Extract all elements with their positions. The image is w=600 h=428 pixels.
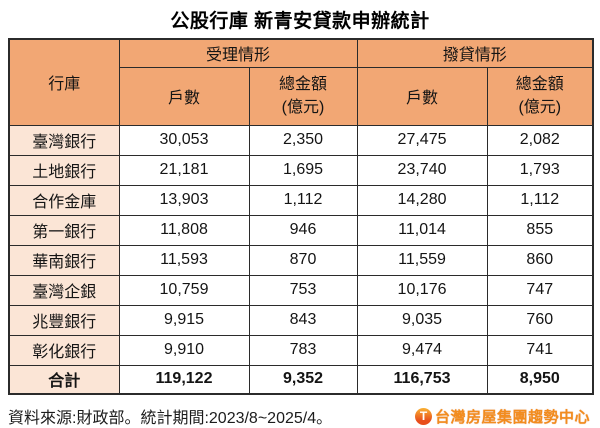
table-body: 臺灣銀行 30,053 2,350 27,475 2,082 土地銀行 21,181 1,69… xyxy=(8,124,594,395)
brand-logo: T 台灣房屋集團趨勢中心 xyxy=(414,406,590,427)
bank-name-cell: 第一銀行 xyxy=(8,214,120,246)
table-row: 合作金庫 13,903 1,112 14,280 1,112 xyxy=(8,184,594,216)
value-cell: 783 xyxy=(248,334,358,366)
value-cell: 10,176 xyxy=(356,274,488,306)
value-cell: 8,950 xyxy=(486,364,594,395)
value-cell: 1,112 xyxy=(486,184,594,216)
bank-name-cell: 土地銀行 xyxy=(8,154,120,186)
value-cell: 11,593 xyxy=(118,244,250,276)
bank-name-cell: 合作金庫 xyxy=(8,184,120,216)
bank-name-cell: 臺灣企銀 xyxy=(8,274,120,306)
value-cell: 747 xyxy=(486,274,594,306)
value-cell: 14,280 xyxy=(356,184,488,216)
loan-stats-table: 行庫 受理情形 撥貸情形 戶數 總金額 (億元) 戶數 總金額 (億元) 臺灣銀… xyxy=(8,38,595,395)
value-cell: 11,014 xyxy=(356,214,488,246)
table-row: 土地銀行 21,181 1,695 23,740 1,793 xyxy=(8,154,594,186)
value-cell: 11,808 xyxy=(118,214,250,246)
bank-name-cell: 臺灣銀行 xyxy=(8,124,120,156)
value-cell: 2,082 xyxy=(486,124,594,156)
bank-name-cell: 華南銀行 xyxy=(8,244,120,276)
table-row: 彰化銀行 9,910 783 9,474 741 xyxy=(8,334,594,366)
bank-name-cell: 兆豐銀行 xyxy=(8,304,120,336)
value-cell: 21,181 xyxy=(118,154,250,186)
value-cell: 13,903 xyxy=(118,184,250,216)
col-header-disbursed-households: 戶數 xyxy=(356,66,488,126)
value-cell: 27,475 xyxy=(356,124,488,156)
group-header-row: 行庫 受理情形 撥貸情形 xyxy=(8,38,594,126)
total-row: 合計 119,122 9,352 116,753 8,950 xyxy=(8,364,594,395)
value-cell: 11,559 xyxy=(356,244,488,276)
table-row: 華南銀行 11,593 870 11,559 860 xyxy=(8,244,594,276)
value-cell: 860 xyxy=(486,244,594,276)
value-cell: 9,474 xyxy=(356,334,488,366)
col-header-bank: 行庫 xyxy=(8,38,120,126)
value-cell: 30,053 xyxy=(118,124,250,156)
col-header-disbursed-amount: 總金額 (億元) xyxy=(486,66,594,126)
value-cell: 843 xyxy=(248,304,358,336)
sub-header-row: 戶數 總金額 (億元) 戶數 總金額 (億元) xyxy=(9,66,594,126)
value-cell: 753 xyxy=(248,274,358,306)
taiwan-housing-logo-icon: T xyxy=(414,407,432,425)
value-cell: 10,759 xyxy=(118,274,250,306)
value-cell: 119,122 xyxy=(118,364,250,395)
table-row: 第一銀行 11,808 946 11,014 855 xyxy=(8,214,594,246)
value-cell: 23,740 xyxy=(356,154,488,186)
footer: 資料來源:財政部。統計期間:2023/8~2025/4。 T 台灣房屋集團趨勢中… xyxy=(0,395,600,428)
data-source-note: 資料來源:財政部。統計期間:2023/8~2025/4。 xyxy=(8,410,333,427)
bank-name-cell: 彰化銀行 xyxy=(8,334,120,366)
value-cell: 1,793 xyxy=(486,154,594,186)
page-title: 公股行庫 新青安貸款申辦統計 xyxy=(170,11,430,32)
value-cell: 760 xyxy=(486,304,594,336)
value-cell: 1,112 xyxy=(248,184,358,216)
value-cell: 2,350 xyxy=(248,124,358,156)
table-row: 兆豐銀行 9,915 843 9,035 760 xyxy=(8,304,594,336)
value-cell: 741 xyxy=(486,334,594,366)
value-cell: 9,910 xyxy=(118,334,250,366)
total-label-cell: 合計 xyxy=(8,364,120,395)
group-header-accepted: 受理情形 xyxy=(118,38,358,68)
value-cell: 1,695 xyxy=(248,154,358,186)
col-header-accepted-amount: 總金額 (億元) xyxy=(248,66,358,126)
value-cell: 946 xyxy=(248,214,358,246)
value-cell: 116,753 xyxy=(356,364,488,395)
value-cell: 870 xyxy=(248,244,358,276)
value-cell: 9,035 xyxy=(356,304,488,336)
value-cell: 855 xyxy=(486,214,594,246)
group-header-disbursed: 撥貸情形 xyxy=(356,38,594,68)
table-header: 行庫 受理情形 撥貸情形 戶數 總金額 (億元) 戶數 總金額 (億元) xyxy=(8,38,594,126)
table-row: 臺灣銀行 30,053 2,350 27,475 2,082 xyxy=(8,124,594,156)
value-cell: 9,352 xyxy=(248,364,358,395)
table-row: 臺灣企銀 10,759 753 10,176 747 xyxy=(8,274,594,306)
col-header-accepted-households: 戶數 xyxy=(118,66,250,126)
value-cell: 9,915 xyxy=(118,304,250,336)
brand-logo-text: 台灣房屋集團趨勢中心 xyxy=(434,408,590,426)
